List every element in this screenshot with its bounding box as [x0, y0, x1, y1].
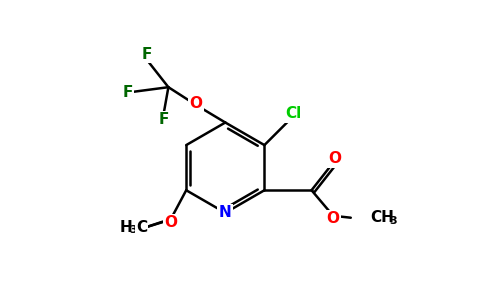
- Text: F: F: [142, 47, 152, 62]
- Text: O: O: [329, 151, 342, 166]
- Text: H: H: [120, 220, 132, 235]
- Text: N: N: [219, 205, 232, 220]
- Text: F: F: [158, 112, 168, 127]
- Text: Cl: Cl: [286, 106, 302, 121]
- Text: F: F: [123, 85, 133, 100]
- Text: O: O: [189, 96, 202, 111]
- Text: CH: CH: [370, 210, 394, 225]
- Text: 3: 3: [129, 226, 137, 236]
- Text: O: O: [164, 215, 177, 230]
- Text: O: O: [327, 211, 340, 226]
- Text: 3: 3: [389, 216, 397, 226]
- Text: C: C: [136, 220, 147, 235]
